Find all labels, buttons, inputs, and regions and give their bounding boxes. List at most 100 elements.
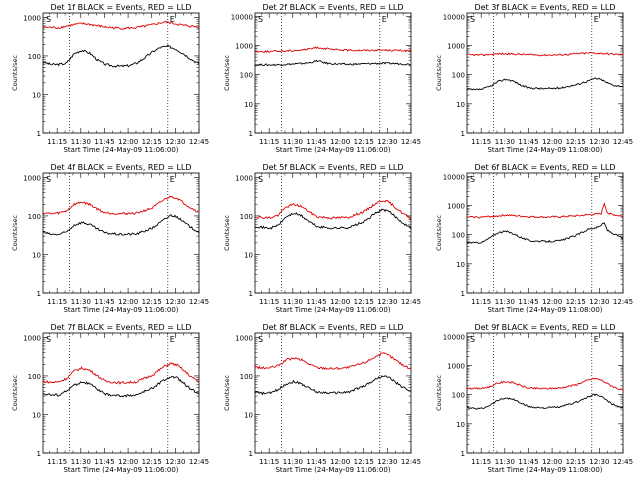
x-tick-label: 12:15: [566, 138, 586, 146]
series-line-lld: [466, 202, 624, 219]
y-tick-label: 1000: [447, 362, 465, 370]
y-tick-label: 100: [452, 72, 465, 80]
plot-frame: [254, 172, 412, 294]
y-tick-label: 1: [249, 450, 253, 458]
x-tick-label: 12:00: [118, 298, 138, 306]
x-axis-label: Start Time (24-May-09 11:06:00): [63, 146, 178, 154]
x-tick-label: 12:30: [589, 138, 609, 146]
x-tick-label: 11:45: [94, 458, 114, 466]
series-line-events: [466, 393, 624, 410]
x-tick-label: 12:30: [589, 458, 609, 466]
x-tick-label: 12:45: [401, 138, 421, 146]
end-marker-label: E: [594, 335, 599, 344]
x-tick-label: 11:45: [306, 298, 326, 306]
x-tick-label: 12:45: [401, 458, 421, 466]
x-axis-label: Start Time (24-May-09 11:08:00): [487, 306, 602, 314]
y-tick-label: 10000: [443, 333, 465, 341]
y-tick-label: 1000: [235, 174, 253, 182]
x-tick-label: 12:00: [118, 138, 138, 146]
y-tick-label: 1: [37, 290, 41, 298]
x-tick-label: 12:00: [330, 298, 350, 306]
x-tick-label: 11:45: [94, 298, 114, 306]
x-tick-label: 11:15: [47, 458, 67, 466]
chart-title: Det 2f BLACK = Events, RED = LLD: [262, 3, 403, 12]
y-tick-label: 1000: [23, 334, 41, 342]
y-tick-label: 1: [37, 450, 41, 458]
end-marker-label: E: [170, 175, 175, 184]
chart-panel-9: Det 9f BLACK = Events, RED = LLD 1 10 100 10…: [435, 323, 633, 474]
x-tick-label: 12:15: [566, 458, 586, 466]
x-tick-label: 11:30: [283, 458, 303, 466]
end-marker-label: E: [594, 15, 599, 24]
x-tick-label: 12:15: [142, 138, 162, 146]
x-tick-label: 11:45: [518, 458, 538, 466]
x-tick-label: 12:00: [542, 458, 562, 466]
y-tick-label: 10: [32, 251, 41, 259]
x-tick-label: 11:30: [283, 138, 303, 146]
chart-panel-4: Det 4f BLACK = Events, RED = LLD 1 10 100 10…: [11, 163, 209, 314]
x-tick-label: 11:45: [94, 138, 114, 146]
y-tick-label: 1: [461, 450, 465, 458]
start-marker-label: S: [46, 15, 51, 24]
chart-panel-8: Det 8f BLACK = Events, RED = LLD 1 10 100 10…: [223, 323, 421, 474]
x-tick-label: 11:15: [47, 138, 67, 146]
series-line-events: [254, 208, 412, 230]
x-tick-label: 12:30: [165, 458, 185, 466]
y-axis-label: Counts/sec: [11, 375, 19, 411]
y-tick-label: 100: [452, 392, 465, 400]
x-tick-label: 11:15: [47, 298, 67, 306]
y-axis-label: Counts/sec: [223, 215, 231, 251]
x-tick-label: 12:15: [354, 138, 374, 146]
x-axis-label: Start Time (24-May-09 11:06:00): [63, 466, 178, 474]
chart-title: Det 9f BLACK = Events, RED = LLD: [474, 323, 615, 332]
y-tick-label: 10: [456, 261, 465, 269]
x-tick-label: 11:15: [259, 458, 279, 466]
y-tick-label: 100: [452, 232, 465, 240]
x-axis-label: Start Time (24-May-09 11:08:00): [487, 146, 602, 154]
y-tick-label: 10: [456, 101, 465, 109]
x-tick-label: 12:00: [542, 138, 562, 146]
y-tick-label: 1: [249, 130, 253, 138]
x-axis-label: Start Time (24-May-09 11:06:00): [63, 306, 178, 314]
series-line-events: [43, 375, 200, 398]
chart-panel-3: Det 3f BLACK = Events, RED = LLD 1 10 100 10…: [435, 3, 633, 154]
x-tick-label: 11:30: [495, 458, 515, 466]
x-tick-label: 11:45: [306, 458, 326, 466]
y-tick-label: 10: [32, 91, 41, 99]
y-tick-label: 1: [37, 130, 41, 138]
series-line-events: [466, 77, 624, 91]
y-tick-label: 10000: [443, 13, 465, 21]
x-tick-label: 11:30: [283, 298, 303, 306]
x-tick-label: 12:45: [613, 138, 633, 146]
chart-title: Det 5f BLACK = Events, RED = LLD: [262, 163, 403, 172]
plot-frame: [42, 332, 200, 454]
x-tick-label: 11:15: [259, 138, 279, 146]
y-axis-label: Counts/sec: [223, 55, 231, 91]
x-tick-label: 11:30: [71, 458, 91, 466]
chart-panel-5: Det 5f BLACK = Events, RED = LLD 1 10 100 10…: [223, 163, 421, 314]
series-line-lld: [43, 362, 200, 385]
x-tick-label: 12:45: [189, 298, 209, 306]
end-marker-label: E: [594, 175, 599, 184]
chart-panel-2: Det 2f BLACK = Events, RED = LLD 1 10 100 10…: [223, 3, 421, 154]
x-tick-label: 12:00: [330, 138, 350, 146]
x-tick-label: 11:15: [471, 458, 491, 466]
x-tick-label: 12:15: [354, 458, 374, 466]
x-tick-label: 12:15: [142, 298, 162, 306]
x-tick-label: 12:30: [165, 298, 185, 306]
y-axis-label: Counts/sec: [435, 55, 443, 91]
end-marker-label: E: [382, 175, 387, 184]
y-axis-label: Counts/sec: [435, 375, 443, 411]
chart-title: Det 1f BLACK = Events, RED = LLD: [50, 3, 191, 12]
x-tick-label: 11:15: [471, 298, 491, 306]
y-tick-label: 10: [456, 421, 465, 429]
x-tick-label: 11:45: [518, 298, 538, 306]
y-axis-label: Counts/sec: [223, 375, 231, 411]
x-tick-label: 11:45: [518, 138, 538, 146]
x-tick-label: 11:30: [495, 298, 515, 306]
y-tick-label: 1000: [235, 334, 253, 342]
start-marker-label: S: [46, 175, 51, 184]
x-tick-label: 12:45: [189, 458, 209, 466]
y-tick-label: 1000: [23, 14, 41, 22]
end-marker-label: E: [382, 335, 387, 344]
